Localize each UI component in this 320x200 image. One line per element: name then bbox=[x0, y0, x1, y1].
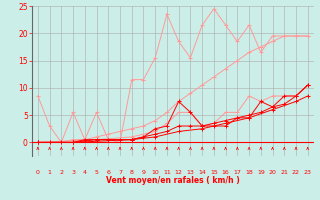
X-axis label: Vent moyen/en rafales ( km/h ): Vent moyen/en rafales ( km/h ) bbox=[106, 176, 240, 185]
